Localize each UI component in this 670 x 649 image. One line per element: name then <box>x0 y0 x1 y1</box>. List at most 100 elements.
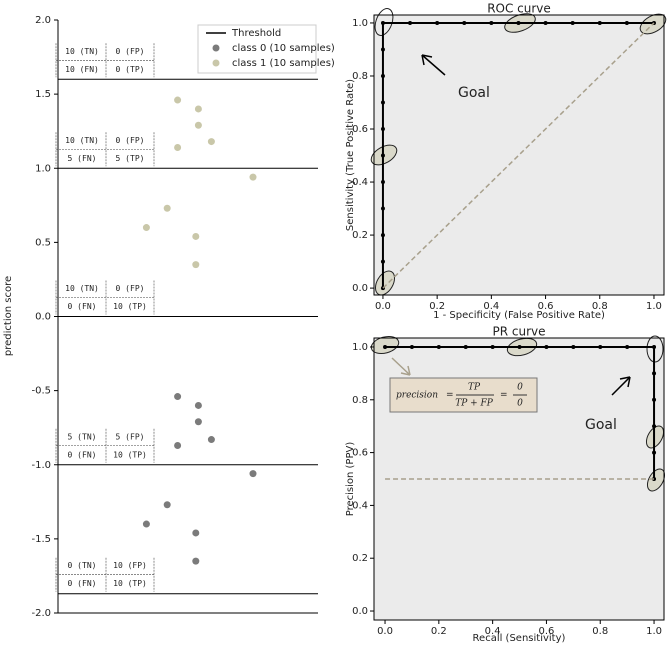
point <box>142 224 150 232</box>
point <box>380 47 385 52</box>
point <box>380 20 385 25</box>
point <box>517 344 522 349</box>
point <box>544 344 549 349</box>
y-tick-label: 0.5 <box>35 237 51 248</box>
table-cell: 0 (FN) <box>68 450 97 459</box>
x-tick-label: 0.8 <box>592 301 608 312</box>
y-tick-label: 0.2 <box>352 553 368 564</box>
formula-text: 0 <box>517 383 523 393</box>
point <box>174 393 182 401</box>
y-axis-label: Sensitivity (True Positive Rate) <box>345 79 356 231</box>
point <box>598 344 603 349</box>
table-cell: 5 (FN) <box>68 154 97 163</box>
point <box>409 344 414 349</box>
table-cell: 0 (FP) <box>116 284 145 293</box>
point <box>194 121 202 129</box>
point <box>380 233 385 238</box>
y-tick-label: 0.6 <box>352 124 368 135</box>
formula-text: 0 <box>517 399 523 409</box>
point <box>380 180 385 185</box>
table-cell: 10 (TP) <box>113 450 147 459</box>
x-tick-label: 0.0 <box>375 301 391 312</box>
y-tick-label: 0.0 <box>352 283 368 294</box>
point <box>652 371 657 376</box>
legend-swatch <box>212 59 220 67</box>
table-border <box>55 280 155 315</box>
table-cell: 10 (TP) <box>113 302 147 311</box>
y-axis-label: Precision (PPV) <box>345 442 356 517</box>
annotations <box>391 54 631 396</box>
table-cell: 10 (TN) <box>65 47 99 56</box>
x-axis-label: Recall (Sensitivity) <box>473 633 566 644</box>
legend-label: class 0 (10 samples) <box>232 43 335 54</box>
x-axis-label: 1 - Specificity (False Positive Rate) <box>433 310 605 321</box>
point <box>652 450 657 455</box>
table-cell: 10 (FP) <box>113 561 147 570</box>
formula-text: precision <box>396 391 438 401</box>
point <box>380 73 385 78</box>
roc-plot-area <box>374 15 664 295</box>
x-tick-label: 0.2 <box>431 626 447 637</box>
x-tick-label: 0.6 <box>538 626 554 637</box>
annotation: Goal <box>458 85 490 101</box>
curve <box>385 345 656 479</box>
point <box>435 20 440 25</box>
table-cell: 10 (FN) <box>65 65 99 74</box>
table-cell: 0 (FP) <box>116 136 145 145</box>
table-cell: 0 (FN) <box>68 302 97 311</box>
table-border <box>55 132 155 167</box>
point <box>380 259 385 264</box>
formula-text: = <box>446 391 454 401</box>
axis-frame <box>373 14 665 296</box>
x-tick-label: 0.0 <box>377 626 393 637</box>
ellipse <box>375 270 395 296</box>
table-cell: 5 (FP) <box>116 432 145 441</box>
x-tick-label: 1.0 <box>646 626 662 637</box>
legend-label: class 1 (10 samples) <box>232 58 335 69</box>
reference-line <box>382 22 655 289</box>
ellipse <box>374 8 394 36</box>
y-tick-label: -2.0 <box>31 608 51 619</box>
table-border <box>55 428 155 463</box>
point <box>571 344 576 349</box>
point <box>380 100 385 105</box>
ellipse <box>646 468 666 492</box>
point <box>163 501 171 509</box>
point <box>380 206 385 211</box>
point <box>192 261 200 269</box>
table-cell: 10 (TN) <box>65 136 99 145</box>
table-cell: 5 (TP) <box>116 154 145 163</box>
point <box>142 520 150 528</box>
x-tick-label: 1.0 <box>646 301 662 312</box>
formula-text: TP <box>468 383 481 393</box>
y-axis-label: prediction score <box>3 276 14 356</box>
point <box>463 344 468 349</box>
table-border <box>55 43 155 78</box>
point <box>163 204 171 212</box>
point <box>462 20 467 25</box>
point <box>489 20 494 25</box>
table-cell: 0 (TP) <box>116 65 145 74</box>
x-tick-label: 0.2 <box>429 301 445 312</box>
x-tick-label: 0.4 <box>485 626 501 637</box>
table-cell: 5 (TN) <box>68 432 97 441</box>
y-tick-label: -1.0 <box>31 460 51 471</box>
arrow <box>391 357 411 376</box>
point <box>192 232 200 240</box>
arrow <box>421 54 446 76</box>
x-tick-label: 0.4 <box>483 301 499 312</box>
point <box>652 344 657 349</box>
point <box>174 441 182 449</box>
point <box>380 127 385 132</box>
table-cell: 10 (TN) <box>65 284 99 293</box>
point <box>408 20 413 25</box>
point <box>625 344 630 349</box>
y-tick-label: -1.5 <box>31 534 51 545</box>
point <box>652 477 657 481</box>
table-cell: 0 (FP) <box>116 47 145 56</box>
y-tick-label: 1.5 <box>35 89 51 100</box>
arrow <box>611 376 631 396</box>
point <box>383 344 388 349</box>
table-cell: 0 (TN) <box>68 561 97 570</box>
